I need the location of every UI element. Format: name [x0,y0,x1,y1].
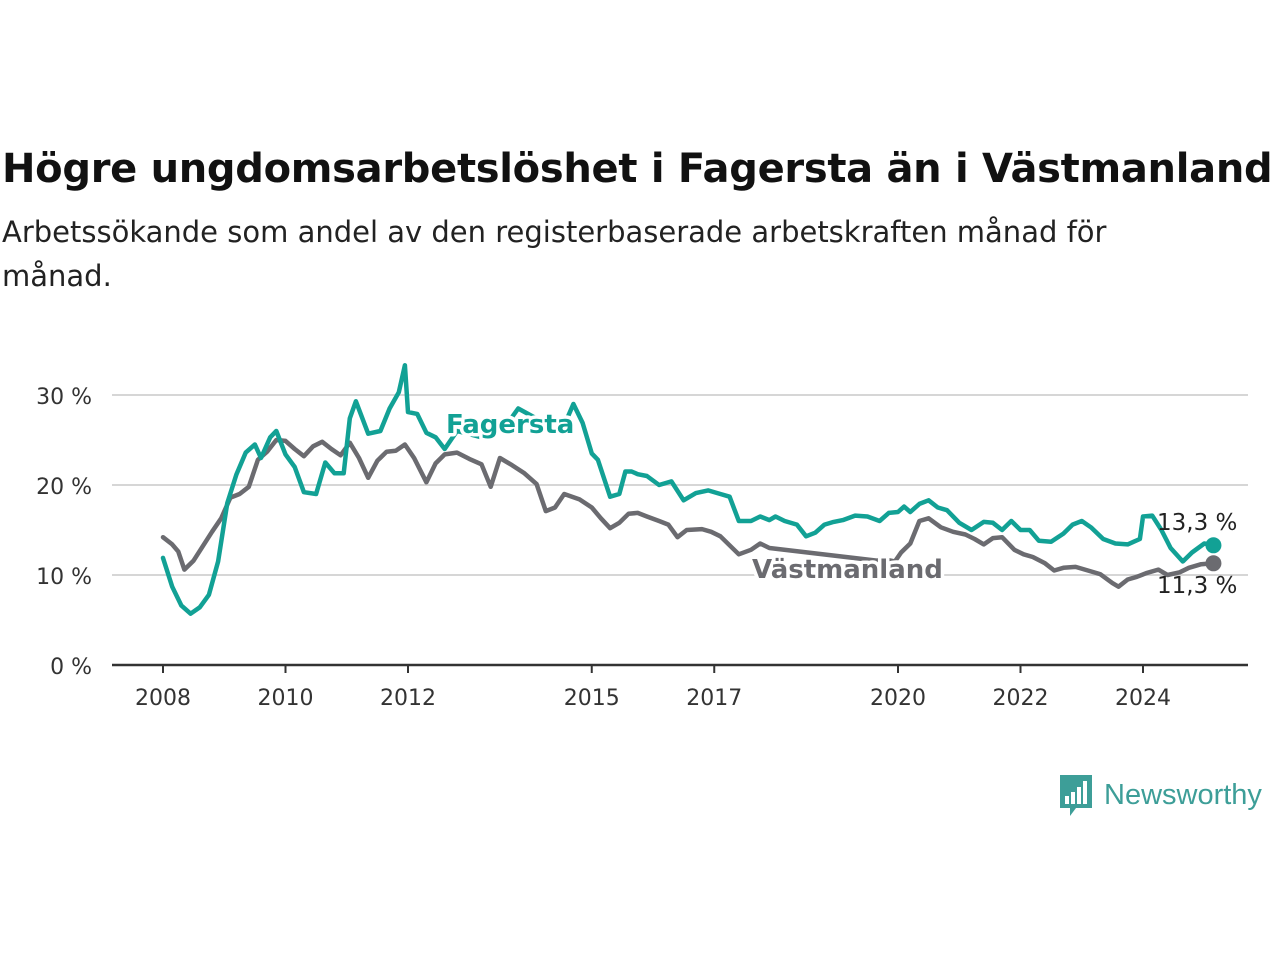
x-tick-label: 2020 [870,686,926,711]
end-label-fagersta: 13,3 % [1157,510,1237,536]
line-chart: 0 % 10 % 20 % 30 % 2008 2010 2012 2015 2017 2020… [36,363,1248,711]
end-point-vastmanland [1205,555,1222,572]
x-tick-label: 2012 [380,686,436,711]
series-line-fagersta [160,363,1216,616]
series-label-vastmanland: Västmanland [752,555,943,585]
chart-subtitle: Arbetssökande som andel av den registerb… [2,215,1107,293]
x-tick-label: 2008 [135,686,191,711]
series-label-vastmanland-halo: Västmanland [752,555,943,585]
series-line-vastmanland [160,437,1216,589]
y-gridlines [112,394,1248,576]
x-tick-label: 2017 [686,686,742,711]
x-tick-label: 2015 [564,686,620,711]
end-label-vastmanland: 11,3 % [1157,573,1237,599]
chart-title: Högre ungdomsarbetslöshet i Fagersta än … [2,146,1273,192]
x-tick-label: 2022 [993,686,1049,711]
x-tick-label: 2010 [258,686,314,711]
y-tick-label: 0 % [50,655,92,680]
newsworthy-brand[interactable]: Newsworthy [1058,772,1262,818]
y-tick-label: 10 % [36,565,92,590]
series-label-fagersta-halo: Fagersta [446,410,574,440]
y-tick-label: 30 % [36,385,92,410]
end-point-fagersta [1205,537,1222,554]
series-label-fagersta: Fagersta [446,410,574,440]
x-tick-label: 2024 [1115,686,1171,711]
x-axis: 2008 2010 2012 2015 2017 2020 2022 2024 [112,663,1248,711]
series-lines [160,363,1222,616]
brand-name: Newsworthy [1104,778,1262,811]
y-axis-labels: 0 % 10 % 20 % 30 % [36,385,92,680]
y-tick-label: 20 % [36,475,92,500]
series-annotations: FagerstaFagerstaVästmanlandVästmanland13… [443,407,1238,600]
newsworthy-logo-icon [1060,775,1092,816]
